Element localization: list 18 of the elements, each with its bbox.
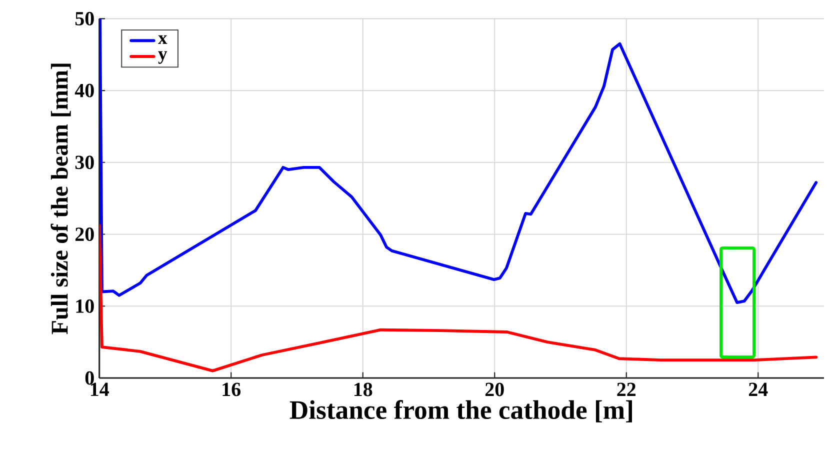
line-series — [99, 18, 818, 304]
x-tick-label: 22 — [617, 382, 636, 396]
y-tick-label: 40 — [74, 84, 94, 98]
x-axis-title: Distance from the cathode [m] — [290, 400, 632, 422]
y-tick-label: 10 — [76, 299, 94, 313]
y-tick-label: 50 — [75, 12, 94, 26]
y-tick-label: 0 — [85, 371, 94, 385]
x-tick-label: 14 — [90, 382, 109, 396]
y-axis-title: Full size of the beam [mm] — [50, 64, 71, 334]
y-tick-label: 30 — [75, 156, 94, 170]
y-tick-label: 20 — [75, 228, 94, 242]
x-tick-label: 20 — [485, 382, 504, 396]
line-series — [99, 224, 818, 372]
x-tick-label: 24 — [748, 382, 768, 396]
legend-label: x — [158, 35, 168, 44]
x-tick-label: 18 — [354, 382, 372, 396]
x-tick-label: 16 — [222, 382, 241, 396]
legend-label: y — [158, 51, 168, 64]
